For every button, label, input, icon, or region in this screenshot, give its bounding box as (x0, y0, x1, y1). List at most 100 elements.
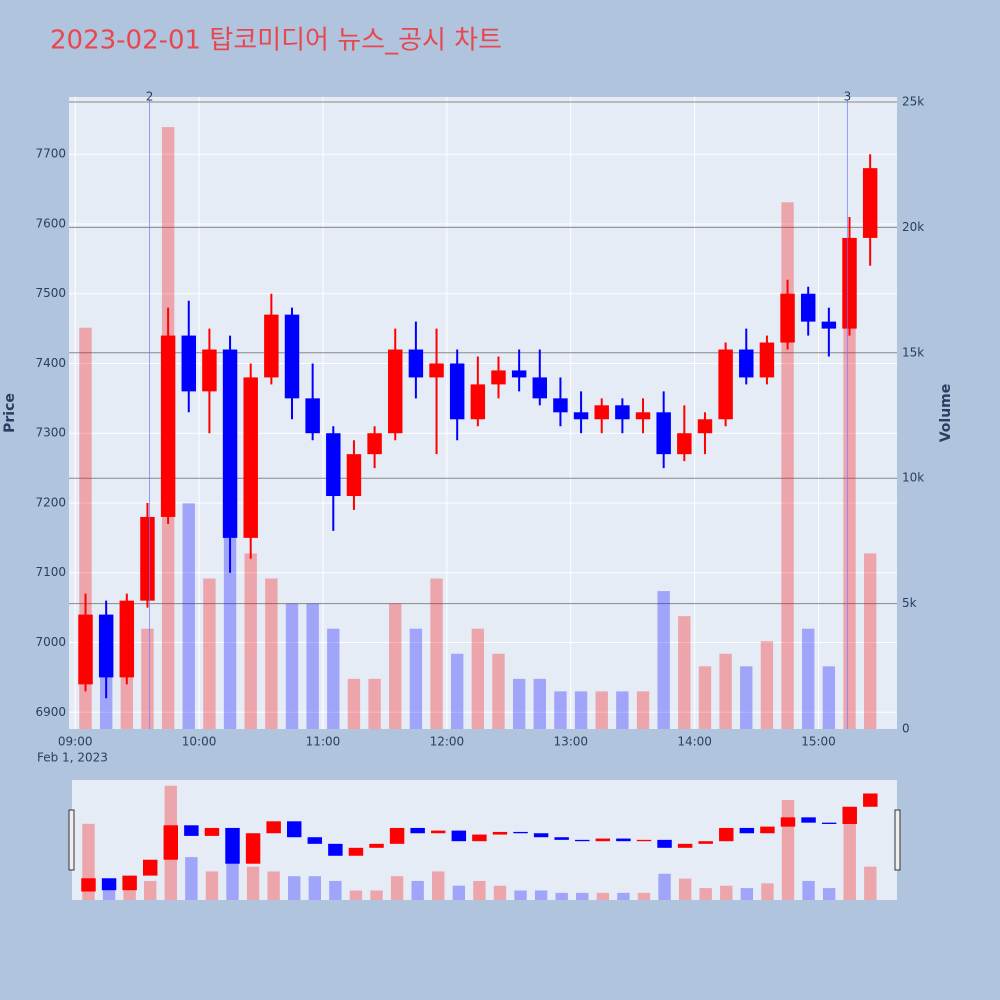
slider-volume (576, 892, 589, 900)
candle-body (346, 454, 362, 497)
candle-body (862, 168, 878, 238)
slider-volume (699, 888, 712, 900)
volume-bar (616, 691, 629, 729)
slider-candle (142, 859, 158, 876)
volume-bar (698, 666, 712, 729)
volume-bar (595, 691, 608, 729)
candle-body (243, 377, 258, 538)
slider-candle (801, 817, 816, 823)
slider-volume (534, 890, 548, 900)
slider-volume (678, 878, 692, 900)
candle-body (491, 370, 506, 385)
volume-bar (863, 553, 877, 729)
slider-candle (636, 839, 652, 842)
slider-candle (575, 839, 590, 842)
slider-candle (122, 875, 137, 891)
volume-bar (430, 578, 443, 729)
slider-candle (245, 833, 261, 864)
slider-candle (739, 827, 755, 834)
volume-bar (636, 691, 650, 729)
slider-volume (390, 876, 404, 900)
slider-volume (781, 800, 795, 900)
y2-axis-title: Volume (938, 384, 954, 443)
y2-tick-label: 25k (902, 95, 924, 109)
volume-bar (306, 603, 319, 729)
slider-candle (821, 822, 837, 824)
candle-body (181, 335, 196, 392)
slider-candle (410, 827, 425, 834)
candle-body (615, 405, 630, 420)
volume-bar (450, 653, 464, 729)
slider-volume (493, 885, 507, 900)
y-tick-label: 7200 (35, 495, 66, 509)
slider-candle (163, 825, 179, 860)
candle-body (532, 377, 548, 399)
slider-volume (370, 890, 383, 900)
slider-volume (473, 880, 486, 900)
volume-bar (533, 678, 546, 729)
slider-volume (596, 892, 610, 900)
slider-volume (761, 883, 774, 900)
volume-bar (347, 678, 361, 729)
candle-body (718, 349, 733, 420)
x-tick-label: 09:00 (58, 735, 93, 749)
slider-candle (348, 847, 364, 856)
slider-candle (431, 830, 446, 834)
slider-volume (246, 866, 260, 900)
candle-body (78, 614, 93, 685)
volume-bar (265, 578, 278, 729)
y2-tick-label: 10k (902, 471, 924, 485)
candle-body (408, 349, 424, 378)
slider-candle (760, 826, 775, 834)
slider-volume (658, 873, 671, 900)
volume-bar (719, 653, 732, 729)
volume-bar (657, 591, 670, 729)
slider-candle (719, 827, 734, 842)
volume-bar (471, 628, 485, 729)
y2-tick-label: 0 (902, 722, 910, 736)
slider-candle (492, 831, 508, 835)
slider-volume (226, 861, 239, 900)
volume-bar (574, 691, 588, 729)
candle-body (264, 314, 279, 378)
volume-bar (203, 578, 216, 729)
slider-candle (595, 838, 611, 842)
candle-body (842, 237, 857, 329)
slider-volume (637, 892, 651, 900)
slider-candle (287, 821, 302, 838)
volume-bar (492, 653, 505, 729)
slider-candle (451, 830, 467, 842)
slider-volume (802, 880, 815, 900)
candle-body (511, 370, 527, 378)
volume-bar (554, 691, 567, 729)
y-axis-title: Price (2, 393, 18, 433)
candle-body (367, 433, 382, 455)
volume-bar (327, 628, 340, 729)
slider-candle (863, 793, 878, 807)
x-tick-label: 11:00 (306, 735, 341, 749)
news-label: 2 (146, 90, 154, 104)
volume-bar (802, 628, 815, 729)
y-tick-label: 7700 (35, 147, 66, 161)
slider-candle (204, 827, 220, 836)
volume-bar (822, 666, 836, 729)
slider-candle (328, 843, 343, 856)
slider-volume (329, 880, 342, 900)
candle-body (449, 363, 465, 420)
slider-volume (288, 876, 301, 900)
slider-volume (308, 876, 321, 900)
candle-body (388, 349, 403, 434)
slider-candle (266, 821, 281, 834)
slider-candle (616, 838, 631, 842)
candle-body (635, 412, 651, 420)
slider-candle (225, 827, 240, 864)
candle-body (821, 321, 837, 329)
y2-tick-label: 5k (902, 596, 917, 610)
slider-volume (864, 866, 877, 900)
slider-volume (432, 871, 445, 900)
candle-body (780, 293, 795, 343)
volume-bar (843, 252, 856, 729)
slider-candle (513, 831, 528, 834)
volume-bar (182, 503, 195, 729)
